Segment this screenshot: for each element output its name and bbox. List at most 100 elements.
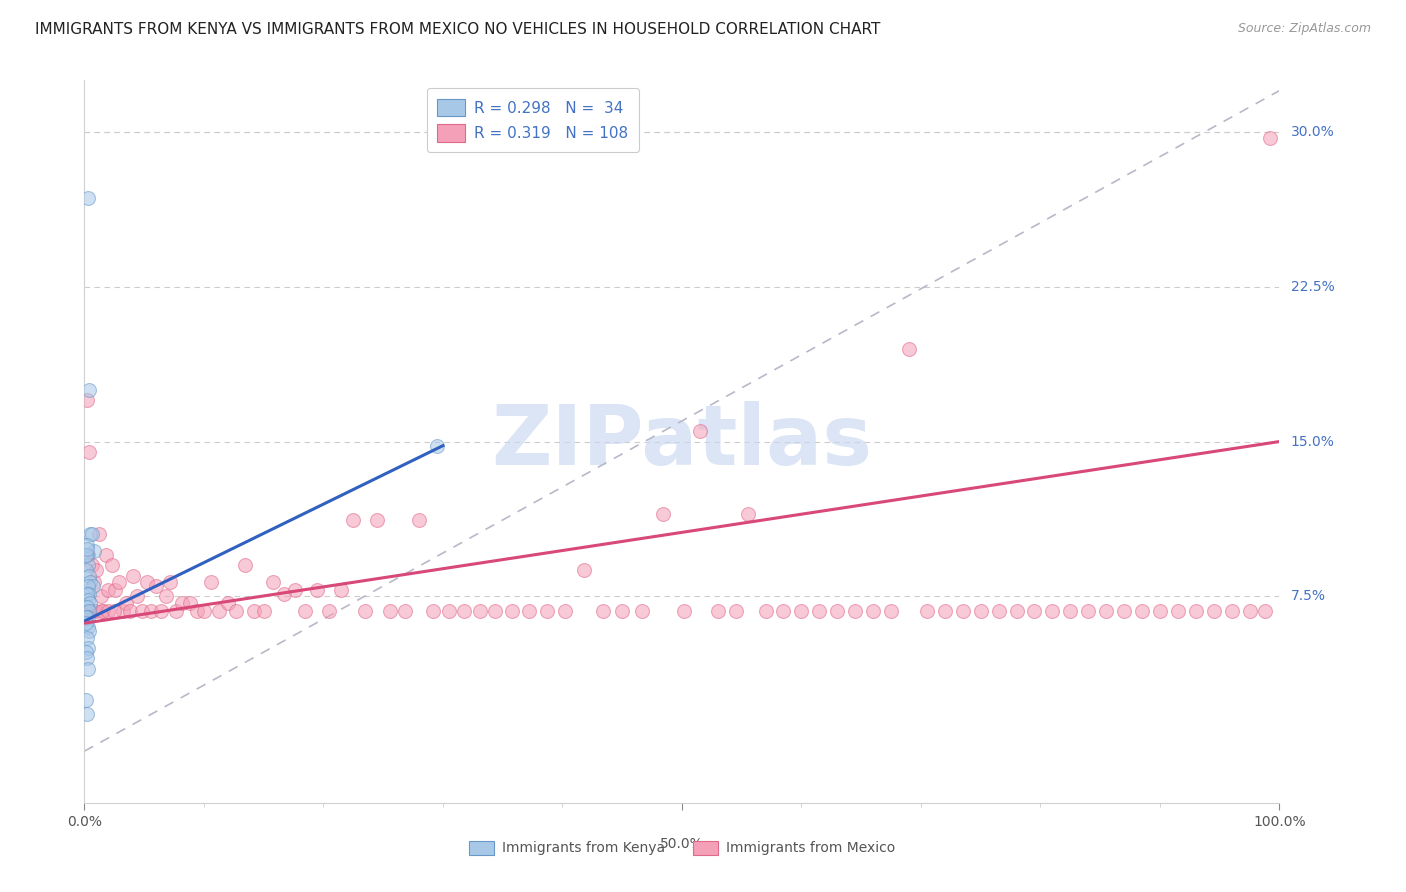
Point [1220, 604, 1243, 618]
Point [97, 583, 120, 598]
Point [155, 590, 177, 604]
Point [517, 604, 540, 618]
Point [468, 604, 491, 618]
Point [125, 590, 148, 604]
Point [91, 604, 114, 618]
Text: 30.0%: 30.0% [1291, 125, 1334, 139]
Point [273, 587, 295, 601]
Point [808, 604, 831, 618]
Text: 22.5%: 22.5% [1291, 280, 1334, 293]
Point [77, 640, 100, 655]
Point [159, 574, 181, 589]
Point [1149, 604, 1171, 618]
Point [844, 604, 866, 618]
Point [104, 583, 127, 598]
Point [77, 662, 100, 676]
Point [87, 527, 110, 541]
Point [554, 604, 576, 618]
Point [1167, 604, 1189, 618]
Point [122, 568, 145, 582]
Point [86, 604, 108, 618]
Point [394, 604, 416, 618]
Point [77, 593, 100, 607]
Point [141, 604, 163, 618]
Point [755, 604, 778, 618]
Point [253, 604, 276, 618]
Point [94, 548, 117, 562]
Point [536, 604, 558, 618]
Point [75, 548, 97, 562]
Point [82, 604, 104, 618]
Point [880, 604, 903, 618]
Point [898, 342, 921, 356]
Point [408, 513, 430, 527]
Point [1114, 604, 1136, 618]
Point [80, 558, 103, 573]
Point [200, 574, 222, 589]
Legend: Immigrants from Kenya, Immigrants from Mexico: Immigrants from Kenya, Immigrants from M… [463, 835, 901, 861]
Point [101, 558, 124, 573]
Point [76, 587, 98, 601]
Point [149, 604, 172, 618]
Point [1258, 131, 1281, 145]
Text: IMMIGRANTS FROM KENYA VS IMMIGRANTS FROM MEXICO NO VEHICLES IN HOUSEHOLD CORRELA: IMMIGRANTS FROM KENYA VS IMMIGRANTS FROM… [35, 22, 880, 37]
Point [1254, 604, 1277, 618]
Point [75, 604, 97, 618]
Point [86, 562, 108, 576]
Point [262, 574, 284, 589]
Point [145, 579, 167, 593]
Point [612, 604, 634, 618]
Point [135, 574, 157, 589]
Point [689, 424, 711, 438]
Point [380, 604, 402, 618]
Point [772, 604, 794, 618]
Point [77, 587, 100, 601]
Text: Source: ZipAtlas.com: Source: ZipAtlas.com [1237, 22, 1371, 36]
Point [952, 604, 974, 618]
Text: ZIPatlas: ZIPatlas [492, 401, 872, 482]
Point [437, 604, 460, 618]
Text: 7.5%: 7.5% [1291, 590, 1326, 603]
Point [1202, 604, 1225, 618]
Point [915, 604, 938, 618]
Point [572, 562, 595, 576]
Point [103, 604, 125, 618]
Point [79, 596, 101, 610]
Point [77, 604, 100, 618]
Point [284, 583, 307, 598]
Point [83, 574, 105, 589]
Point [97, 604, 120, 618]
Point [318, 604, 340, 618]
Point [1239, 604, 1261, 618]
Point [243, 604, 266, 618]
Point [707, 604, 730, 618]
Text: 50.0%: 50.0% [659, 838, 704, 852]
Point [342, 513, 364, 527]
Point [75, 562, 97, 576]
Point [294, 604, 316, 618]
Point [90, 590, 112, 604]
Point [651, 507, 673, 521]
Point [77, 579, 100, 593]
Point [330, 583, 353, 598]
Point [108, 574, 131, 589]
Point [131, 604, 153, 618]
Point [76, 393, 98, 408]
Point [75, 610, 97, 624]
Point [1059, 604, 1081, 618]
Point [453, 604, 475, 618]
Point [172, 596, 194, 610]
Point [111, 604, 134, 618]
Point [193, 604, 215, 618]
Point [77, 620, 100, 634]
Point [366, 513, 388, 527]
Point [862, 604, 884, 618]
Point [79, 604, 101, 618]
Point [501, 604, 523, 618]
Point [225, 604, 247, 618]
Point [76, 599, 98, 614]
Point [970, 604, 993, 618]
Point [82, 579, 104, 593]
Point [484, 604, 506, 618]
Point [115, 596, 138, 610]
